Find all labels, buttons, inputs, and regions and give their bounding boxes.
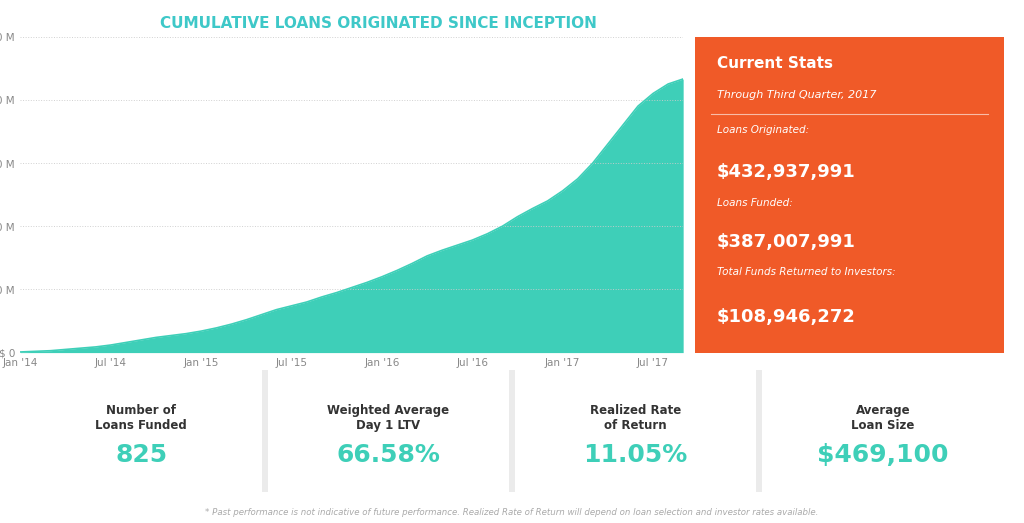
Text: Average
Loan Size: Average Loan Size (851, 404, 914, 432)
Text: Loans Funded:: Loans Funded: (717, 198, 793, 208)
Text: Total Funds Returned to Investors:: Total Funds Returned to Investors: (717, 267, 896, 277)
Text: Realized Rate
of Return: Realized Rate of Return (590, 404, 681, 432)
Text: $108,946,272: $108,946,272 (717, 309, 856, 326)
Text: 66.58%: 66.58% (337, 443, 440, 467)
Text: Loans Originated:: Loans Originated: (717, 125, 809, 135)
Text: Current Stats: Current Stats (717, 55, 833, 71)
Text: Weighted Average
Day 1 LTV: Weighted Average Day 1 LTV (328, 404, 450, 432)
Text: CUMULATIVE LOANS ORIGINATED SINCE INCEPTION: CUMULATIVE LOANS ORIGINATED SINCE INCEPT… (161, 16, 597, 31)
Text: Number of
Loans Funded: Number of Loans Funded (95, 404, 187, 432)
Text: 11.05%: 11.05% (584, 443, 688, 467)
Text: $387,007,991: $387,007,991 (717, 233, 856, 251)
Text: 825: 825 (115, 443, 167, 467)
Text: Through Third Quarter, 2017: Through Third Quarter, 2017 (717, 90, 877, 100)
Text: * Past performance is not indicative of future performance. Realized Rate of Ret: * Past performance is not indicative of … (206, 508, 818, 517)
Text: $432,937,991: $432,937,991 (717, 163, 856, 181)
Text: $469,100: $469,100 (817, 443, 948, 467)
